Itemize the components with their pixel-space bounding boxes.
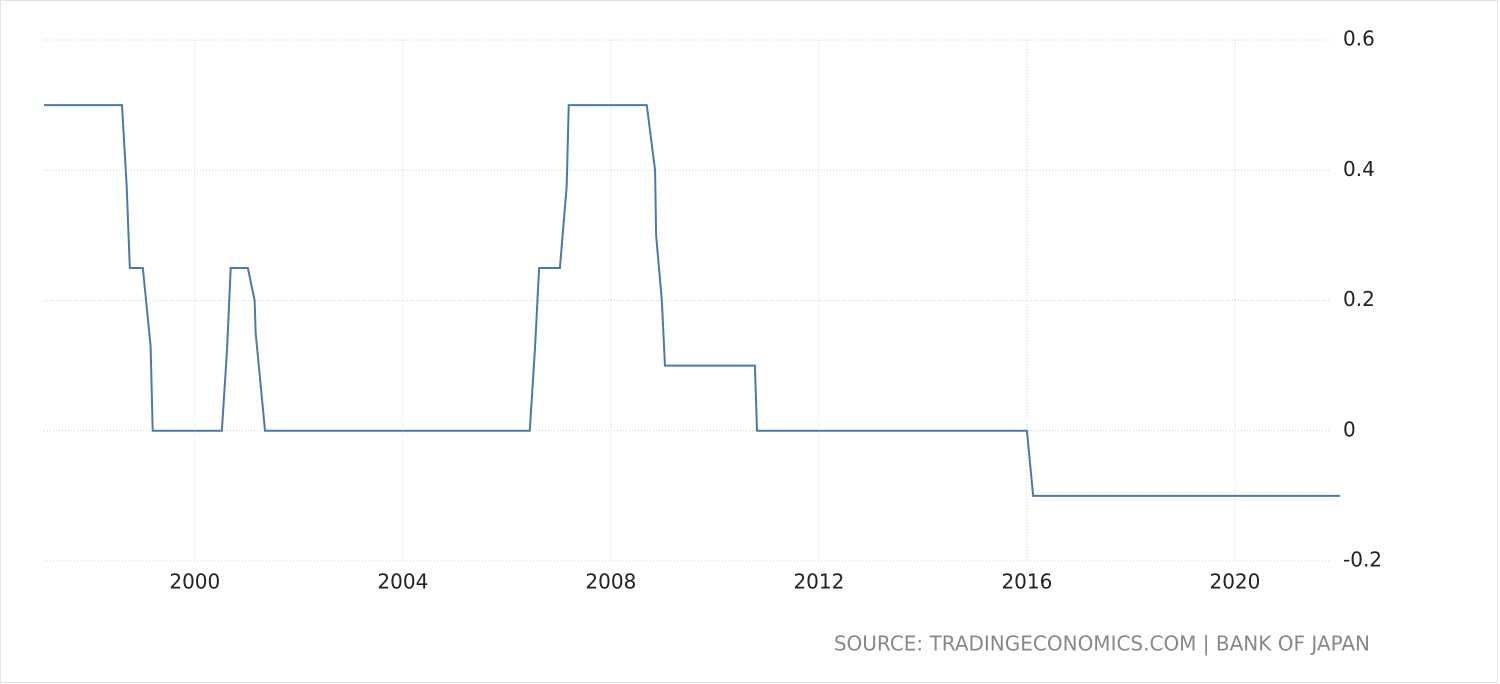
y-tick-label: -0.2 (1343, 548, 1382, 572)
x-tick-label: 2000 (169, 570, 220, 594)
x-tick-label: 2016 (1001, 570, 1052, 594)
x-tick-label: 2012 (793, 570, 844, 594)
x-tick-label: 2020 (1209, 570, 1260, 594)
source-note: SOURCE: TRADINGECONOMICS.COM | BANK OF J… (834, 632, 1370, 656)
x-tick-label: 2008 (585, 570, 636, 594)
y-tick-label: 0 (1343, 417, 1356, 441)
y-tick-label: 0.2 (1343, 287, 1375, 311)
y-tick-label: 0.6 (1343, 27, 1375, 51)
y-tick-label: 0.4 (1343, 157, 1375, 181)
x-tick-label: 2004 (377, 570, 428, 594)
data-line (44, 104, 1340, 497)
